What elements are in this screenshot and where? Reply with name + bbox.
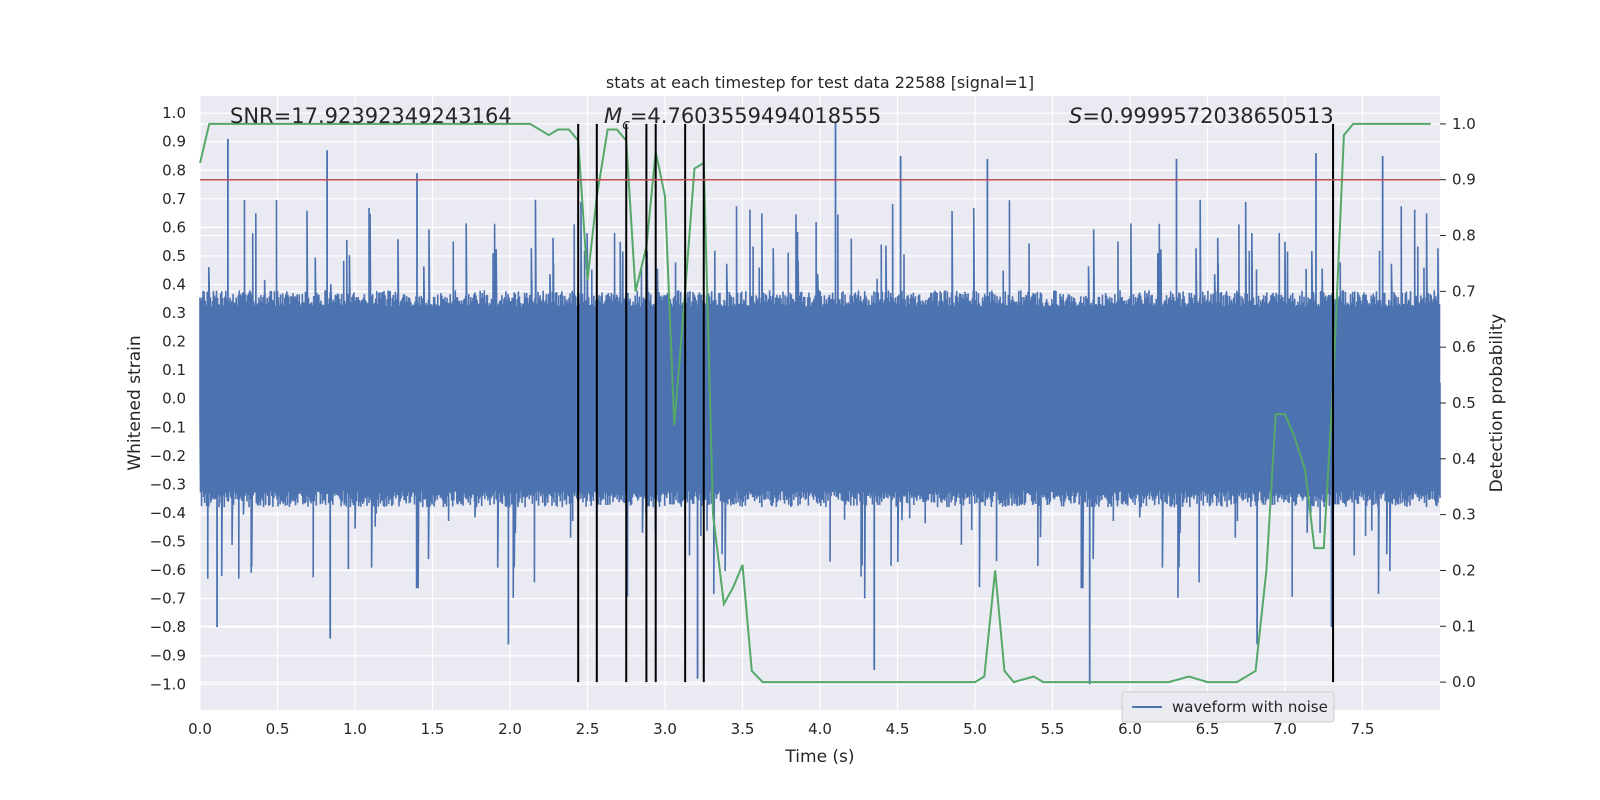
x-tick-label: 4.0: [808, 720, 832, 738]
chirp-mass-subscript: c: [622, 117, 630, 133]
x-tick-label: 5.0: [963, 720, 987, 738]
y2-tick-label: 0.4: [1452, 450, 1476, 468]
x-axis-label: Time (s): [784, 747, 854, 767]
y-tick-label: 1.0: [162, 104, 186, 122]
y2-axis-ticks: 1.0 0.9 0.8 0.7 0.6 0.5 0.4 0.3 0.2 0.1 0.0: [1440, 115, 1476, 691]
y-tick-label: −1.0: [150, 675, 186, 693]
x-tick-label: 0.0: [188, 720, 212, 738]
y-tick-label: −0.4: [150, 504, 186, 522]
vertical-markers: [577, 123, 1335, 683]
score-value: =0.9999572038650513: [1082, 104, 1333, 128]
y2-tick-label: 0.7: [1452, 282, 1476, 300]
detection-probability-series: [199, 122, 1431, 684]
y-tick-label: −0.6: [150, 561, 186, 579]
y2-tick-label: 0.2: [1452, 561, 1476, 579]
y2-tick-label: 0.8: [1452, 227, 1476, 245]
chirp-mass-annotation: Mc=4.7603559494018555: [604, 104, 881, 133]
legend: waveform with noise: [1121, 691, 1335, 723]
x-tick-label: 0.5: [266, 720, 290, 738]
y2-tick-label: 0.0: [1452, 673, 1476, 691]
y-tick-label: 0.3: [162, 304, 186, 322]
legend-box: [1121, 691, 1335, 723]
x-tick-label: 7.0: [1273, 720, 1297, 738]
y-tick-label: −0.7: [150, 590, 186, 608]
chirp-mass-value: =4.7603559494018555: [630, 104, 881, 128]
y-tick-label: 0.8: [162, 161, 186, 179]
chirp-mass-symbol: M: [604, 104, 622, 128]
y-tick-label: 0.9: [162, 133, 186, 151]
y-tick-label: 0.5: [162, 247, 186, 265]
score-symbol: S: [1069, 104, 1082, 128]
y-tick-label: −0.8: [150, 618, 186, 636]
snr-annotation: SNR=17.92392349243164: [230, 104, 512, 128]
x-tick-label: 1.0: [343, 720, 367, 738]
y2-tick-label: 0.3: [1452, 506, 1476, 524]
y2-tick-label: 0.6: [1452, 338, 1476, 356]
y-tick-label: −0.3: [150, 475, 186, 493]
detection-probability-line: [199, 122, 1431, 684]
y-tick-label: −0.2: [150, 447, 186, 465]
y2-tick-label: 0.1: [1452, 617, 1476, 635]
y2-tick-label: 1.0: [1452, 115, 1476, 133]
y-tick-label: 0.1: [162, 361, 186, 379]
x-tick-label: 3.0: [653, 720, 677, 738]
legend-label-waveform: waveform with noise: [1172, 698, 1328, 716]
x-tick-label: 6.0: [1118, 720, 1142, 738]
y2-tick-label: 0.5: [1452, 394, 1476, 412]
waveform-noise-path: [199, 199, 1441, 599]
waveform-series: [199, 121, 1441, 685]
y2-axis-label: Detection probability: [1487, 314, 1507, 493]
x-axis-ticks: 0.0 0.5 1.0 1.5 2.0 2.5 3.0 3.5 4.0 4.5 5.0 5.5 6.0 6…: [188, 720, 1374, 738]
x-tick-label: 2.0: [498, 720, 522, 738]
x-tick-label: 4.5: [886, 720, 910, 738]
y-axis-ticks: 1.0 0.9 0.8 0.7 0.6 0.5 0.4 0.3 0.2 0.1 0.0 −0.1 −0.…: [150, 104, 186, 693]
y-tick-label: −0.1: [150, 418, 186, 436]
x-tick-label: 2.5: [576, 720, 600, 738]
y-tick-label: 0.0: [162, 390, 186, 408]
chart-title: stats at each timestep for test data 225…: [606, 73, 1034, 92]
y-tick-label: 0.7: [162, 190, 186, 208]
x-tick-label: 6.5: [1196, 720, 1220, 738]
y-tick-label: −0.9: [150, 647, 186, 665]
x-tick-label: 3.5: [731, 720, 755, 738]
y-tick-label: 0.2: [162, 333, 186, 351]
score-annotation: S=0.9999572038650513: [1069, 104, 1334, 128]
x-tick-label: 7.5: [1351, 720, 1375, 738]
y-tick-label: 0.6: [162, 218, 186, 236]
y-tick-label: 0.4: [162, 275, 186, 293]
y-axis-label: Whitened strain: [125, 335, 145, 470]
x-tick-label: 5.5: [1041, 720, 1065, 738]
y-tick-label: −0.5: [150, 533, 186, 551]
x-tick-label: 1.5: [421, 720, 445, 738]
y2-tick-label: 0.9: [1452, 171, 1476, 189]
